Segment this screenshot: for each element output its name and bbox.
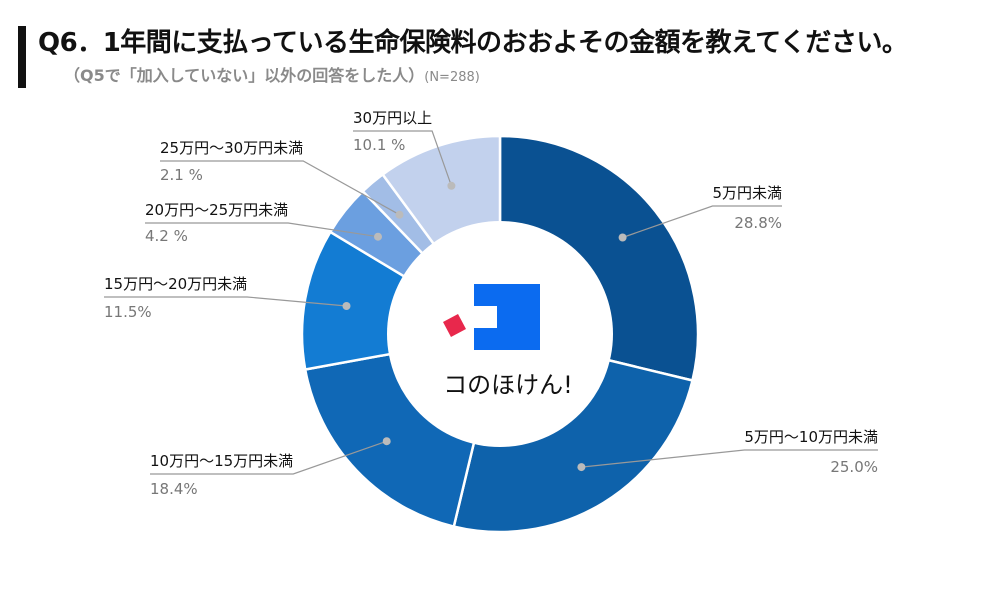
leader-dot [382,437,391,446]
sample-size: (N=288) [424,70,480,85]
slice-value-label: 10.1 % [353,136,405,154]
logo-red-square [443,314,466,337]
leader-line [104,296,347,307]
slice-name-label: 15万円〜20万円未満 [104,275,247,293]
slice-value-label: 4.2 % [145,227,188,245]
chart-title: Q6．1年間に支払っている生命保険料のおおよその金額を教えてください。 [38,28,908,58]
leader-line [353,130,452,186]
leader-line [160,160,400,216]
slice-value-label: 25.0% [830,458,878,476]
slice-labels: 5万円未満 28.8% 5万円〜10万円未満 25.0% 10万円〜15万円未満 18.4… [104,109,878,498]
subtitle-text: （Q5で「加入していない」以外の回答をした人） [64,66,425,85]
leader-dot [577,463,586,472]
leader-dot [447,181,456,190]
slice-name-label: 20万円〜25万円未満 [145,201,288,219]
leader-line [622,205,782,239]
slice-name-label: 5万円〜10万円未満 [744,428,878,446]
slice-value-label: 11.5% [104,303,152,321]
leader-dot [342,302,351,310]
slice-value-label: 18.4% [150,480,198,498]
slice-value-label: 28.8% [734,214,782,232]
leader-line [581,449,878,468]
slice-name-label: 5万円未満 [712,184,782,202]
brand-name: コのほけん! [443,371,573,399]
leader-line [145,222,379,238]
chart-subtitle: （Q5で「加入していない」以外の回答をした人）(N=288) [64,62,480,86]
leader-dot [618,233,627,242]
title-accent-bar [18,26,26,88]
slice-name-label: 25万円〜30万円未満 [160,139,303,157]
slice-name-label: 30万円以上 [353,109,432,127]
slice-value-label: 2.1 % [160,166,203,184]
logo-blue-block [474,284,540,350]
leader-dot [395,210,404,219]
leader-line [150,440,387,475]
leader-dot [374,232,382,241]
slice-name-label: 10万円〜15万円未満 [150,452,293,470]
brand-logo: コのほけん! [443,284,573,399]
